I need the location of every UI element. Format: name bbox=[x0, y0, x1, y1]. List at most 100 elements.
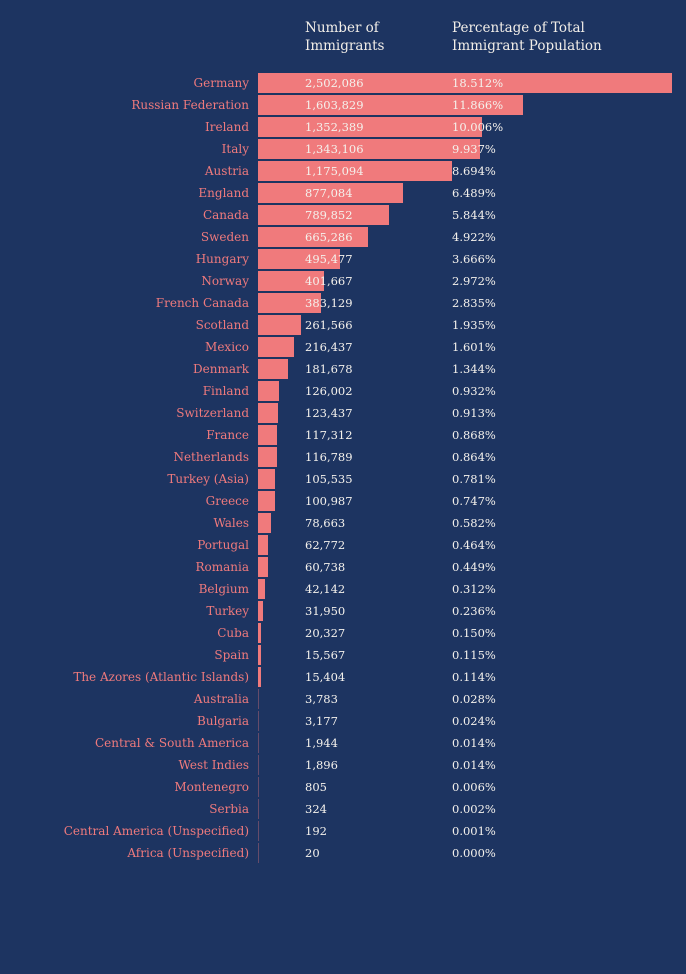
bar bbox=[258, 337, 294, 357]
chart-row: Canada 789,852 5.844% bbox=[0, 205, 686, 225]
bar bbox=[258, 249, 340, 269]
category-label: Ireland bbox=[205, 120, 249, 134]
bar bbox=[258, 601, 264, 621]
category-label: Norway bbox=[201, 274, 249, 288]
percent-label: 0.150% bbox=[452, 626, 496, 640]
percent-label: 5.844% bbox=[452, 208, 496, 222]
percent-label: 8.694% bbox=[452, 164, 496, 178]
bar bbox=[258, 535, 269, 555]
value-label: 181,678 bbox=[305, 362, 353, 376]
value-label: 216,437 bbox=[305, 340, 353, 354]
value-label: 383,129 bbox=[305, 296, 353, 310]
bar bbox=[258, 469, 276, 489]
chart-row: The Azores (Atlantic Islands) 15,404 0.114… bbox=[0, 667, 686, 687]
value-label: 126,002 bbox=[305, 384, 353, 398]
chart-row: Italy 1,343,106 9.937% bbox=[0, 139, 686, 159]
bar bbox=[258, 227, 369, 247]
chart-row: Greece 100,987 0.747% bbox=[0, 491, 686, 511]
percent-label: 0.002% bbox=[452, 802, 496, 816]
category-label: Russian Federation bbox=[131, 98, 249, 112]
bar bbox=[258, 183, 404, 203]
value-label: 123,437 bbox=[305, 406, 353, 420]
header-percentage: Percentage of Total Immigrant Population bbox=[452, 20, 602, 54]
category-label: Sweden bbox=[200, 230, 249, 244]
category-label: England bbox=[198, 186, 249, 200]
percent-label: 4.922% bbox=[452, 230, 496, 244]
bar bbox=[258, 381, 279, 401]
bar bbox=[258, 95, 524, 115]
chart-row: French Canada 383,129 2.835% bbox=[0, 293, 686, 313]
bar bbox=[258, 117, 482, 137]
value-label: 62,772 bbox=[305, 538, 346, 552]
value-label: 2,502,086 bbox=[305, 76, 364, 90]
chart-row: Australia 3,783 0.028% bbox=[0, 689, 686, 709]
value-label: 261,566 bbox=[305, 318, 353, 332]
value-label: 20 bbox=[305, 846, 320, 860]
bar bbox=[258, 161, 453, 181]
bar bbox=[258, 843, 259, 863]
chart-row: Turkey (Asia) 105,535 0.781% bbox=[0, 469, 686, 489]
value-label: 15,567 bbox=[305, 648, 346, 662]
percent-label: 0.582% bbox=[452, 516, 496, 530]
category-label: West Indies bbox=[178, 758, 250, 772]
bar bbox=[258, 139, 481, 159]
bar bbox=[258, 315, 302, 335]
chart-row: England 877,084 6.489% bbox=[0, 183, 686, 203]
bar bbox=[258, 821, 259, 841]
percent-label: 18.512% bbox=[452, 76, 504, 90]
value-label: 20,327 bbox=[305, 626, 346, 640]
chart-row: Portugal 62,772 0.464% bbox=[0, 535, 686, 555]
percent-label: 2.835% bbox=[452, 296, 496, 310]
category-label: Wales bbox=[213, 516, 249, 530]
value-label: 1,352,389 bbox=[305, 120, 364, 134]
chart-row: Spain 15,567 0.115% bbox=[0, 645, 686, 665]
percent-label: 0.781% bbox=[452, 472, 496, 486]
value-label: 877,084 bbox=[305, 186, 353, 200]
percent-label: 0.000% bbox=[452, 846, 496, 860]
category-label: Turkey bbox=[206, 604, 249, 618]
bar bbox=[258, 689, 259, 709]
percent-label: 0.868% bbox=[452, 428, 496, 442]
value-label: 105,535 bbox=[305, 472, 353, 486]
bar bbox=[258, 777, 259, 797]
chart-row: Serbia 324 0.002% bbox=[0, 799, 686, 819]
chart-row: Bulgaria 3,177 0.024% bbox=[0, 711, 686, 731]
bar bbox=[258, 733, 259, 753]
chart-row: Turkey 31,950 0.236% bbox=[0, 601, 686, 621]
category-label: Canada bbox=[202, 208, 249, 222]
bar bbox=[258, 73, 672, 93]
chart-row: Montenegro 805 0.006% bbox=[0, 777, 686, 797]
value-label: 1,175,094 bbox=[305, 164, 364, 178]
percent-label: 10.006% bbox=[452, 120, 504, 134]
chart-row: Central & South America 1,944 0.014% bbox=[0, 733, 686, 753]
chart-row: Cuba 20,327 0.150% bbox=[0, 623, 686, 643]
value-label: 495,477 bbox=[305, 252, 353, 266]
percent-label: 1.601% bbox=[452, 340, 496, 354]
bar bbox=[258, 623, 262, 643]
percent-label: 0.028% bbox=[452, 692, 496, 706]
chart-row: Hungary 495,477 3.666% bbox=[0, 249, 686, 269]
bar bbox=[258, 359, 289, 379]
value-label: 100,987 bbox=[305, 494, 353, 508]
percent-label: 0.114% bbox=[452, 670, 496, 684]
category-label: Spain bbox=[214, 648, 249, 662]
bar bbox=[258, 293, 322, 313]
chart-row: Denmark 181,678 1.344% bbox=[0, 359, 686, 379]
value-label: 1,944 bbox=[305, 736, 338, 750]
value-label: 60,738 bbox=[305, 560, 346, 574]
chart-row: Germany 2,502,086 18.512% bbox=[0, 73, 686, 93]
percent-label: 3.666% bbox=[452, 252, 496, 266]
category-label: Hungary bbox=[195, 252, 249, 266]
percent-label: 1.344% bbox=[452, 362, 496, 376]
percent-label: 0.864% bbox=[452, 450, 496, 464]
bar bbox=[258, 557, 269, 577]
chart-row: Austria 1,175,094 8.694% bbox=[0, 161, 686, 181]
bar bbox=[258, 513, 272, 533]
chart-row: Switzerland 123,437 0.913% bbox=[0, 403, 686, 423]
category-label: Australia bbox=[193, 692, 249, 706]
percent-label: 0.913% bbox=[452, 406, 496, 420]
category-label: Scotland bbox=[195, 318, 249, 332]
chart-row: West Indies 1,896 0.014% bbox=[0, 755, 686, 775]
percent-label: 0.014% bbox=[452, 758, 496, 772]
bar bbox=[258, 205, 389, 225]
